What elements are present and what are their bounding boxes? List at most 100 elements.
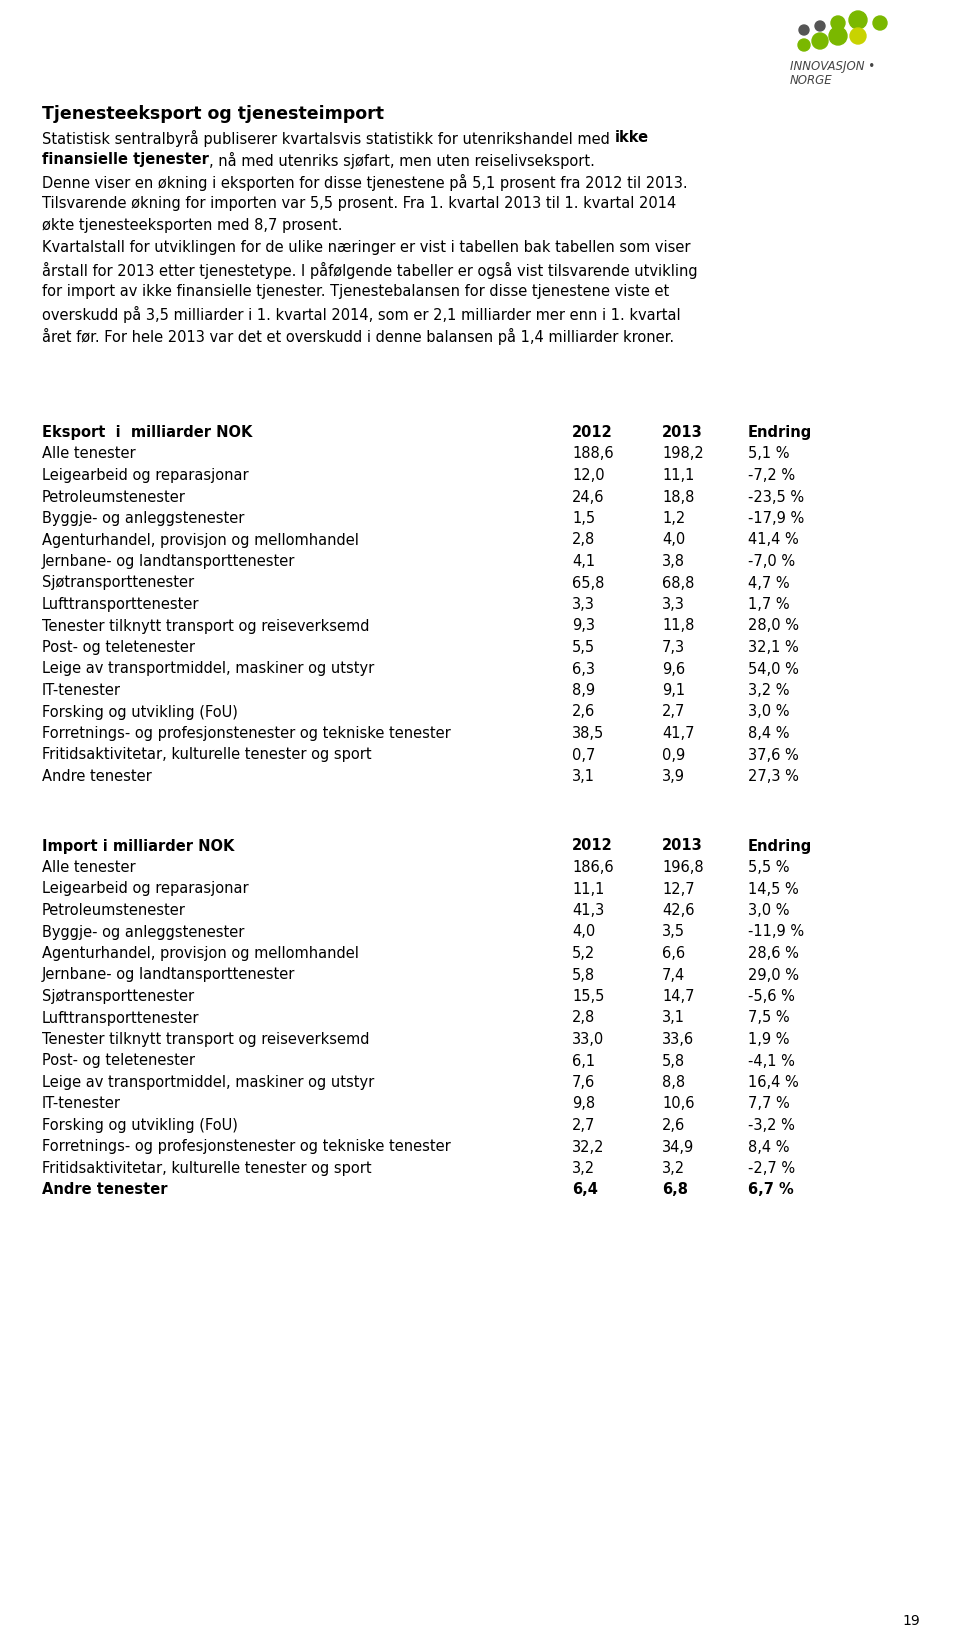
- Text: 41,4 %: 41,4 %: [748, 532, 799, 547]
- Text: Import i milliarder NOK: Import i milliarder NOK: [42, 839, 234, 853]
- Circle shape: [850, 28, 866, 44]
- Text: 6,7 %: 6,7 %: [748, 1183, 794, 1197]
- Text: 1,7 %: 1,7 %: [748, 596, 790, 613]
- Text: 5,1 %: 5,1 %: [748, 447, 789, 462]
- Text: året før. For hele 2013 var det et overskudd i denne balansen på 1,4 milliarder : året før. For hele 2013 var det et overs…: [42, 328, 674, 346]
- Text: 14,5 %: 14,5 %: [748, 881, 799, 896]
- Text: 2,8: 2,8: [572, 1011, 595, 1025]
- Text: årstall for 2013 etter tjenestetype. I påfølgende tabeller er også vist tilsvare: årstall for 2013 etter tjenestetype. I p…: [42, 262, 698, 278]
- Text: 5,8: 5,8: [572, 968, 595, 983]
- Text: IT-tenester: IT-tenester: [42, 1096, 121, 1112]
- Text: 9,1: 9,1: [662, 683, 685, 698]
- Text: 6,3: 6,3: [572, 662, 595, 676]
- Text: 3,9: 3,9: [662, 768, 685, 785]
- Text: 0,7: 0,7: [572, 747, 595, 763]
- Text: 5,8: 5,8: [662, 1053, 685, 1068]
- Text: 7,4: 7,4: [662, 968, 685, 983]
- Text: Fritidsaktivitetar, kulturelle tenester og sport: Fritidsaktivitetar, kulturelle tenester …: [42, 747, 372, 763]
- Text: Byggje- og anleggstenester: Byggje- og anleggstenester: [42, 511, 245, 526]
- Text: -11,9 %: -11,9 %: [748, 924, 804, 940]
- Text: 33,0: 33,0: [572, 1032, 604, 1047]
- Text: 6,4: 6,4: [572, 1183, 598, 1197]
- Circle shape: [873, 16, 887, 29]
- Text: 65,8: 65,8: [572, 575, 605, 591]
- Circle shape: [815, 21, 825, 31]
- Text: økte tjenesteeksporten med 8,7 prosent.: økte tjenesteeksporten med 8,7 prosent.: [42, 218, 343, 233]
- Text: 68,8: 68,8: [662, 575, 694, 591]
- Text: Lufttransporttenester: Lufttransporttenester: [42, 1011, 200, 1025]
- Text: 5,2: 5,2: [572, 947, 595, 962]
- Text: Byggje- og anleggstenester: Byggje- og anleggstenester: [42, 924, 245, 940]
- Text: 1,9 %: 1,9 %: [748, 1032, 789, 1047]
- Text: 10,6: 10,6: [662, 1096, 694, 1112]
- Circle shape: [798, 39, 810, 51]
- Text: Lufttransporttenester: Lufttransporttenester: [42, 596, 200, 613]
- Text: Endring: Endring: [748, 424, 812, 441]
- Text: Denne viser en økning i eksporten for disse tjenestene på 5,1 prosent fra 2012 t: Denne viser en økning i eksporten for di…: [42, 174, 687, 192]
- Text: Sjøtransporttenester: Sjøtransporttenester: [42, 575, 194, 591]
- Text: 2012: 2012: [572, 424, 612, 441]
- Text: 198,2: 198,2: [662, 447, 704, 462]
- Text: Jernbane- og landtansporttenester: Jernbane- og landtansporttenester: [42, 554, 296, 568]
- Text: 11,1: 11,1: [662, 468, 694, 483]
- Text: 188,6: 188,6: [572, 447, 613, 462]
- Text: 2,6: 2,6: [662, 1119, 685, 1133]
- Text: 9,6: 9,6: [662, 662, 685, 676]
- Text: 0,9: 0,9: [662, 747, 685, 763]
- Text: -23,5 %: -23,5 %: [748, 490, 804, 505]
- Text: Leigearbeid og reparasjonar: Leigearbeid og reparasjonar: [42, 468, 249, 483]
- Text: Tilsvarende økning for importen var 5,5 prosent. Fra 1. kvartal 2013 til 1. kvar: Tilsvarende økning for importen var 5,5 …: [42, 197, 676, 211]
- Text: Alle tenester: Alle tenester: [42, 860, 135, 875]
- Circle shape: [849, 11, 867, 29]
- Text: Post- og teletenester: Post- og teletenester: [42, 1053, 195, 1068]
- Text: 33,6: 33,6: [662, 1032, 694, 1047]
- Text: 8,9: 8,9: [572, 683, 595, 698]
- Text: 24,6: 24,6: [572, 490, 605, 505]
- Text: 6,1: 6,1: [572, 1053, 595, 1068]
- Text: 4,0: 4,0: [662, 532, 685, 547]
- Text: 3,2 %: 3,2 %: [748, 683, 789, 698]
- Text: 3,5: 3,5: [662, 924, 685, 940]
- Text: Endring: Endring: [748, 839, 812, 853]
- Text: Tenester tilknytt transport og reiseverksemd: Tenester tilknytt transport og reiseverk…: [42, 619, 370, 634]
- Text: 8,4 %: 8,4 %: [748, 726, 789, 740]
- Text: 3,3: 3,3: [662, 596, 684, 613]
- Text: Forretnings- og profesjonstenester og tekniske tenester: Forretnings- og profesjonstenester og te…: [42, 1140, 451, 1155]
- Text: 5,5: 5,5: [572, 640, 595, 655]
- Text: 14,7: 14,7: [662, 989, 694, 1004]
- Text: 37,6 %: 37,6 %: [748, 747, 799, 763]
- Text: Jernbane- og landtansporttenester: Jernbane- og landtansporttenester: [42, 968, 296, 983]
- Text: Tenester tilknytt transport og reiseverksemd: Tenester tilknytt transport og reiseverk…: [42, 1032, 370, 1047]
- Text: 1,5: 1,5: [572, 511, 595, 526]
- Text: 16,4 %: 16,4 %: [748, 1075, 799, 1089]
- Text: overskudd på 3,5 milliarder i 1. kvartal 2014, som er 2,1 milliarder mer enn i 1: overskudd på 3,5 milliarder i 1. kvartal…: [42, 306, 681, 323]
- Text: 4,7 %: 4,7 %: [748, 575, 790, 591]
- Text: Eksport  i  milliarder NOK: Eksport i milliarder NOK: [42, 424, 252, 441]
- Text: 8,4 %: 8,4 %: [748, 1140, 789, 1155]
- Text: -5,6 %: -5,6 %: [748, 989, 795, 1004]
- Text: 15,5: 15,5: [572, 989, 605, 1004]
- Text: , nå med utenriks sjøfart, men uten reiselivseksport.: , nå med utenriks sjøfart, men uten reis…: [209, 152, 595, 169]
- Text: 54,0 %: 54,0 %: [748, 662, 799, 676]
- Text: Statistisk sentralbyrå publiserer kvartalsvis statistikk for utenrikshandel med: Statistisk sentralbyrå publiserer kvarta…: [42, 129, 614, 147]
- Text: 41,3: 41,3: [572, 903, 604, 917]
- Text: 2,7: 2,7: [572, 1119, 595, 1133]
- Text: Leige av transportmiddel, maskiner og utstyr: Leige av transportmiddel, maskiner og ut…: [42, 662, 374, 676]
- Text: Post- og teletenester: Post- og teletenester: [42, 640, 195, 655]
- Text: 32,2: 32,2: [572, 1140, 605, 1155]
- Text: 2013: 2013: [662, 839, 703, 853]
- Text: 9,3: 9,3: [572, 619, 595, 634]
- Text: -7,0 %: -7,0 %: [748, 554, 795, 568]
- Text: 18,8: 18,8: [662, 490, 694, 505]
- Text: Andre tenester: Andre tenester: [42, 768, 152, 785]
- Text: NORGE: NORGE: [790, 74, 832, 87]
- Text: -4,1 %: -4,1 %: [748, 1053, 795, 1068]
- Text: 7,7 %: 7,7 %: [748, 1096, 790, 1112]
- Text: 3,3: 3,3: [572, 596, 595, 613]
- Text: Forsking og utvikling (FoU): Forsking og utvikling (FoU): [42, 1119, 238, 1133]
- Text: for import av ikke finansielle tjenester. Tjenestebalansen for disse tjenestene : for import av ikke finansielle tjenester…: [42, 283, 669, 300]
- Text: 2012: 2012: [572, 839, 612, 853]
- Circle shape: [799, 25, 809, 34]
- Text: 7,5 %: 7,5 %: [748, 1011, 790, 1025]
- Text: Agenturhandel, provisjon og mellomhandel: Agenturhandel, provisjon og mellomhandel: [42, 532, 359, 547]
